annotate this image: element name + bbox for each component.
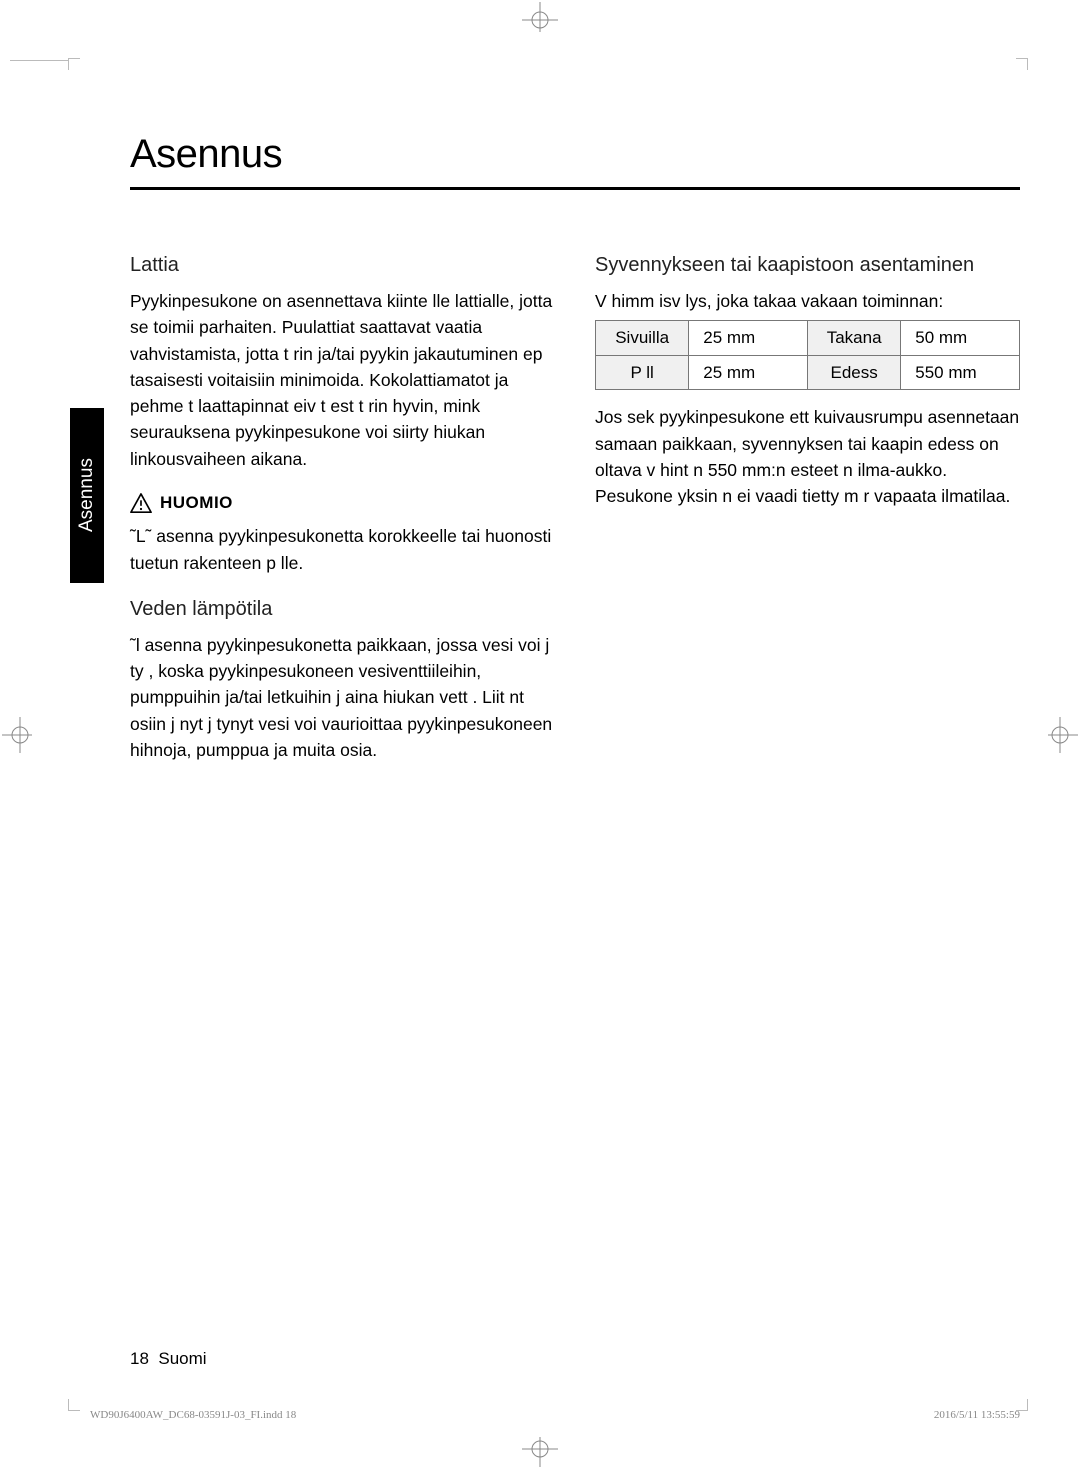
left-column: Lattia Pyykinpesukone on asennettava kii… bbox=[130, 250, 555, 781]
cell-label: Takana bbox=[807, 321, 900, 356]
heading-syvennys: Syvennykseen tai kaapistoon asentaminen bbox=[595, 250, 1020, 280]
para-after: Jos sek pyykinpesukone ett kuivausrumpu … bbox=[595, 404, 1020, 509]
crop-mark bbox=[1016, 58, 1028, 70]
cell-value: 550 mm bbox=[901, 355, 1020, 390]
registration-mark-left bbox=[0, 715, 32, 755]
cell-label: Edess bbox=[807, 355, 900, 390]
para-caution: ˜L˜ asenna pyykinpesukonetta korokkeelle… bbox=[130, 523, 555, 576]
heading-veden: Veden lämpötila bbox=[130, 594, 555, 624]
table-row: P ll 25 mm Edess 550 mm bbox=[596, 355, 1020, 390]
registration-mark-bottom bbox=[520, 1437, 560, 1477]
print-metadata: WD90J6400AW_DC68-03591J-03_FI.indd 18 20… bbox=[90, 1409, 1020, 1421]
registration-mark-right bbox=[1048, 715, 1080, 755]
caution-label: HUOMIO bbox=[160, 490, 233, 516]
right-column: Syvennykseen tai kaapistoon asentaminen … bbox=[595, 250, 1020, 781]
registration-mark-top bbox=[520, 0, 560, 32]
page-footer: 18 Suomi bbox=[130, 1349, 207, 1369]
footer-lang: Suomi bbox=[158, 1349, 206, 1368]
table-row: Sivuilla 25 mm Takana 50 mm bbox=[596, 321, 1020, 356]
warning-icon bbox=[130, 493, 152, 513]
para-intro: V himm isv lys, joka takaa vakaan toimin… bbox=[595, 288, 1020, 314]
cell-value: 50 mm bbox=[901, 321, 1020, 356]
para-lattia: Pyykinpesukone on asennettava kiinte lle… bbox=[130, 288, 555, 472]
page-content: Asennus Lattia Pyykinpesukone on asennet… bbox=[130, 132, 1020, 1349]
cell-value: 25 mm bbox=[689, 321, 808, 356]
indd-filename: WD90J6400AW_DC68-03591J-03_FI.indd 18 bbox=[90, 1409, 296, 1421]
crop-mark bbox=[68, 1399, 80, 1411]
para-veden: ˜l asenna pyykinpesukonetta paikkaan, jo… bbox=[130, 632, 555, 763]
page-title: Asennus bbox=[130, 132, 1020, 190]
side-tab: Asennus bbox=[70, 408, 104, 583]
cell-label: Sivuilla bbox=[596, 321, 689, 356]
caution-row: HUOMIO bbox=[130, 490, 555, 516]
page-number: 18 bbox=[130, 1349, 149, 1368]
cell-value: 25 mm bbox=[689, 355, 808, 390]
clearance-table: Sivuilla 25 mm Takana 50 mm P ll 25 mm E… bbox=[595, 320, 1020, 390]
crop-mark bbox=[68, 58, 80, 70]
crop-mark bbox=[10, 60, 68, 61]
heading-lattia: Lattia bbox=[130, 250, 555, 280]
indd-timestamp: 2016/5/11 13:55:59 bbox=[934, 1409, 1020, 1421]
cell-label: P ll bbox=[596, 355, 689, 390]
